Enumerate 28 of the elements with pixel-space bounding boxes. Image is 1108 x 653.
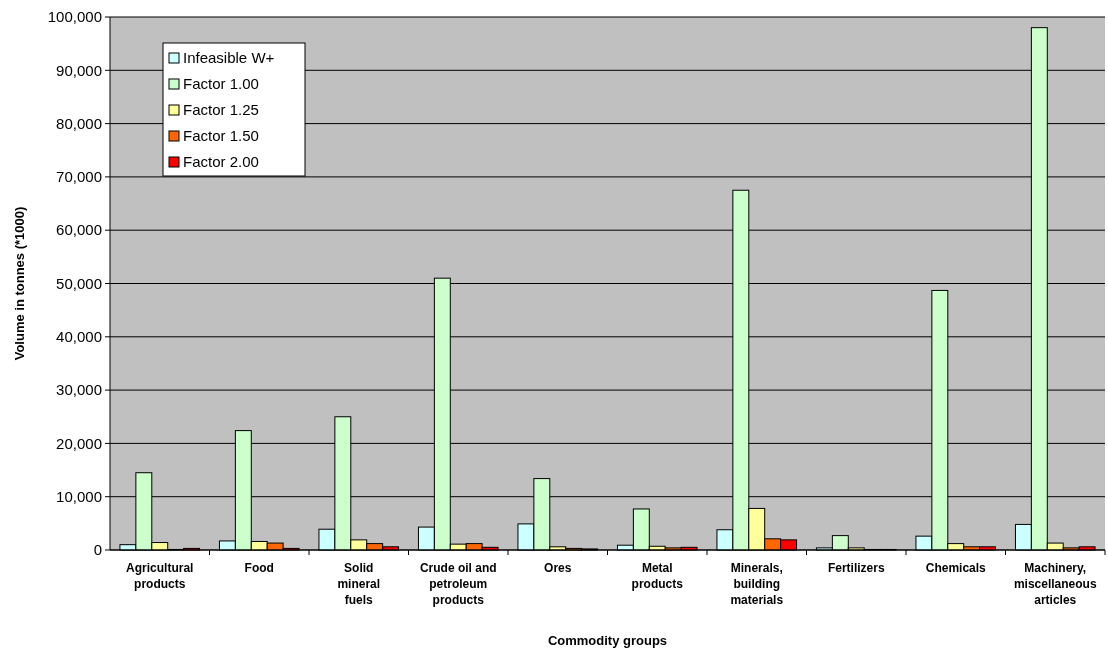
x-axis-title: Commodity groups [547, 633, 668, 648]
legend-label: Factor 1.00 [183, 75, 259, 93]
x-tick-label: Solid mineral fuels [337, 561, 381, 607]
y-tick-label: 60,000 [56, 221, 102, 239]
x-tick-label: Agricultural products [126, 561, 194, 591]
y-tick-label: 80,000 [56, 114, 102, 132]
legend-label: Factor 1.50 [183, 127, 259, 145]
y-axis-title: Volume in tonnes (*1000) [12, 206, 27, 361]
legend-label: Factor 1.25 [183, 101, 259, 119]
x-tick-label: Fertilizers [827, 561, 885, 575]
y-tick-label: 40,000 [56, 328, 102, 346]
x-tick-label: Chemicals [925, 561, 987, 575]
legend-label: Infeasible W+ [183, 49, 275, 67]
y-tick-label: 90,000 [56, 61, 102, 79]
x-tick-label: Minerals, building materials [730, 561, 784, 607]
legend-label: Factor 2.00 [183, 153, 259, 171]
y-tick-label: 20,000 [56, 434, 102, 452]
x-tick-label: Metal products [631, 561, 684, 591]
x-tick-label: Food [244, 561, 274, 575]
x-tick-label: Crude oil and petroleum products [419, 561, 497, 607]
y-tick-label: 30,000 [56, 381, 102, 399]
y-tick-label: 50,000 [56, 274, 102, 292]
y-tick-label: 0 [93, 541, 102, 559]
x-tick-label: Ores [544, 561, 572, 575]
y-tick-label: 10,000 [56, 487, 102, 505]
x-tick-label: Machinery, miscellaneous articles [1013, 561, 1097, 607]
y-tick-label: 100,000 [47, 8, 102, 26]
y-tick-label: 70,000 [56, 168, 102, 186]
